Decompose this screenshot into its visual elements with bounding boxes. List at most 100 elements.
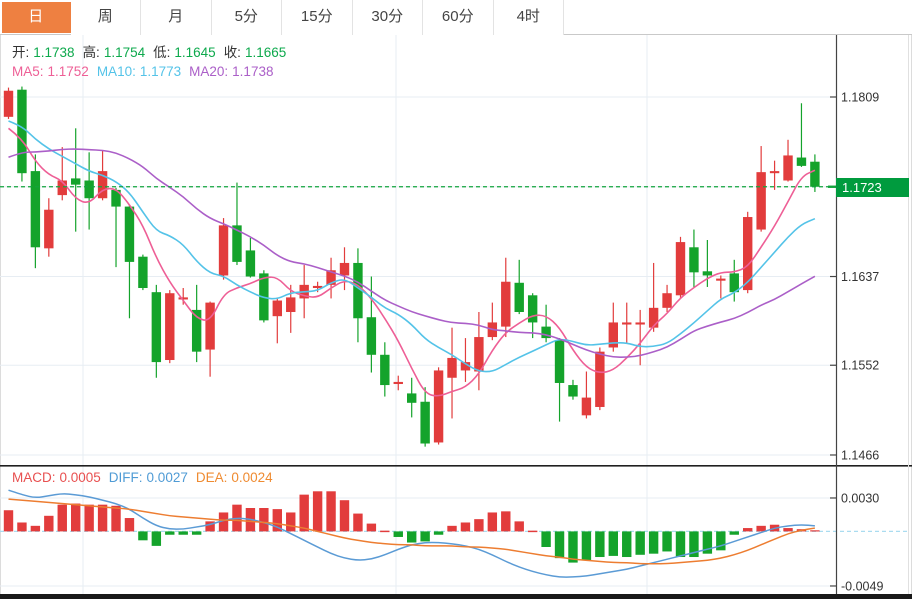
macd-histogram-bar (433, 531, 444, 535)
candle-up (205, 302, 215, 350)
candle-down (380, 354, 390, 386)
macd-histogram-bar (84, 504, 94, 532)
candle-down (366, 317, 377, 355)
candle-up (97, 171, 108, 199)
candle-up (716, 278, 726, 281)
candle-down (554, 340, 565, 383)
macd-tick-label: -0.0049 (841, 579, 883, 593)
macd-histogram-bar (259, 508, 269, 532)
macd-histogram-bar (447, 525, 457, 532)
diff-label: DIFF: (108, 470, 143, 485)
macd-histogram-bar (272, 509, 282, 532)
macd-tick-label: 0.0030 (841, 491, 879, 505)
price-tick-label: 1.1552 (841, 359, 879, 373)
macd-histogram-bar (17, 522, 27, 532)
macd-histogram-bar (743, 528, 753, 532)
candle-down (541, 326, 551, 339)
open-legend-item: 开: 1.1738 (12, 44, 79, 62)
candle-up (581, 397, 592, 416)
ma5-value: 1.1752 (47, 64, 89, 79)
ma10-value: 1.1773 (139, 64, 182, 79)
candle-up (783, 155, 793, 181)
ma10-legend-item: MA10: 1.1773 (97, 63, 185, 81)
candle-up (433, 370, 444, 443)
macd-histogram-bar (380, 530, 390, 533)
candle-up (635, 322, 645, 325)
macd-histogram-bar (622, 531, 632, 558)
macd-histogram-bar (675, 531, 686, 558)
macd-histogram-bar (460, 522, 471, 532)
macd-histogram-bar (151, 531, 162, 546)
chart-svg[interactable]: 1.1809 1.1637 1.1552 1.1466 0.0030 -0.0049 (0, 35, 912, 599)
candle-down (191, 309, 202, 352)
macd-histogram-bar (783, 528, 793, 532)
candle-up (474, 337, 484, 372)
dea-value: 0.0024 (231, 470, 273, 485)
tab-30min[interactable]: 30分 (352, 0, 423, 35)
candle-down (151, 292, 162, 363)
candle-up (675, 242, 686, 296)
macd-histogram-bar (702, 531, 713, 554)
macd-histogram-bar (165, 531, 175, 535)
macd-histogram-bar (487, 512, 498, 532)
candle-down (420, 401, 430, 444)
ma5-line (8, 127, 816, 397)
tab-60min[interactable]: 60分 (423, 0, 494, 35)
macd-histogram-bar (729, 531, 739, 535)
macd-histogram-bar (474, 519, 484, 532)
candle-down (568, 385, 578, 397)
ma20-value: 1.1738 (232, 64, 274, 79)
dea-legend-item: DEA: 0.0024 (196, 469, 277, 487)
macd-histogram-bar (810, 530, 820, 532)
close-value: 1.1665 (244, 45, 287, 60)
macd-histogram-bar (568, 531, 578, 563)
macd-histogram-bar (407, 531, 417, 543)
diff-value: 0.0027 (146, 470, 188, 485)
open-label: 开: (12, 45, 30, 60)
candle-up (743, 217, 753, 291)
macd-histogram-bar (689, 531, 699, 558)
macd-histogram-bar (57, 504, 67, 532)
candle-up (769, 171, 780, 174)
candle-up (218, 225, 229, 276)
candle-up (3, 90, 14, 117)
candle-up (44, 209, 54, 249)
macd-histogram-bar (527, 530, 538, 533)
candle-down (17, 89, 27, 174)
ma-legend: MA5: 1.1752 MA10: 1.1773 MA20: 1.1738 (12, 63, 281, 81)
close-legend-item: 收: 1.1665 (224, 44, 291, 62)
ma5-legend-item: MA5: 1.1752 (12, 63, 93, 81)
macd-histogram-bar (339, 500, 350, 532)
tab-week[interactable]: 周 (70, 0, 141, 35)
macd-histogram-bar (312, 491, 323, 532)
candle-down (124, 206, 135, 262)
tab-4hour[interactable]: 4时 (493, 0, 564, 35)
macd-histogram-bar (124, 518, 135, 532)
macd-histogram-bar (3, 510, 14, 532)
ma10-label: MA10: (96, 64, 136, 79)
tab-5min[interactable]: 5分 (211, 0, 282, 35)
macd-histogram-bar (44, 515, 54, 532)
candle-up (312, 285, 323, 288)
candle-up (595, 351, 605, 407)
tab-month[interactable]: 月 (141, 0, 212, 35)
macd-histogram-bar (205, 521, 215, 532)
tab-15min[interactable]: 15分 (282, 0, 353, 35)
macd-histogram-bar (97, 504, 108, 532)
high-value: 1.1754 (103, 45, 146, 60)
candle-down (353, 262, 363, 319)
candle-up (326, 270, 336, 285)
ohlc-legend: 开: 1.1738 高: 1.1754 低: 1.1645 收: 1.1665 (12, 44, 294, 62)
macd-histogram-bar (635, 531, 645, 555)
macd-histogram-bar (541, 531, 551, 547)
macd-histogram-bar (608, 531, 618, 556)
current-price-badge: 1.1723 (836, 178, 909, 197)
macd-histogram-bar (554, 531, 565, 559)
candle-down (84, 180, 94, 199)
candle-down (111, 189, 121, 207)
tab-day[interactable]: 日 (2, 2, 71, 33)
dea-label: DEA: (195, 470, 228, 485)
macd-histogram-bar (138, 531, 148, 541)
macd-histogram-bar (30, 525, 41, 532)
